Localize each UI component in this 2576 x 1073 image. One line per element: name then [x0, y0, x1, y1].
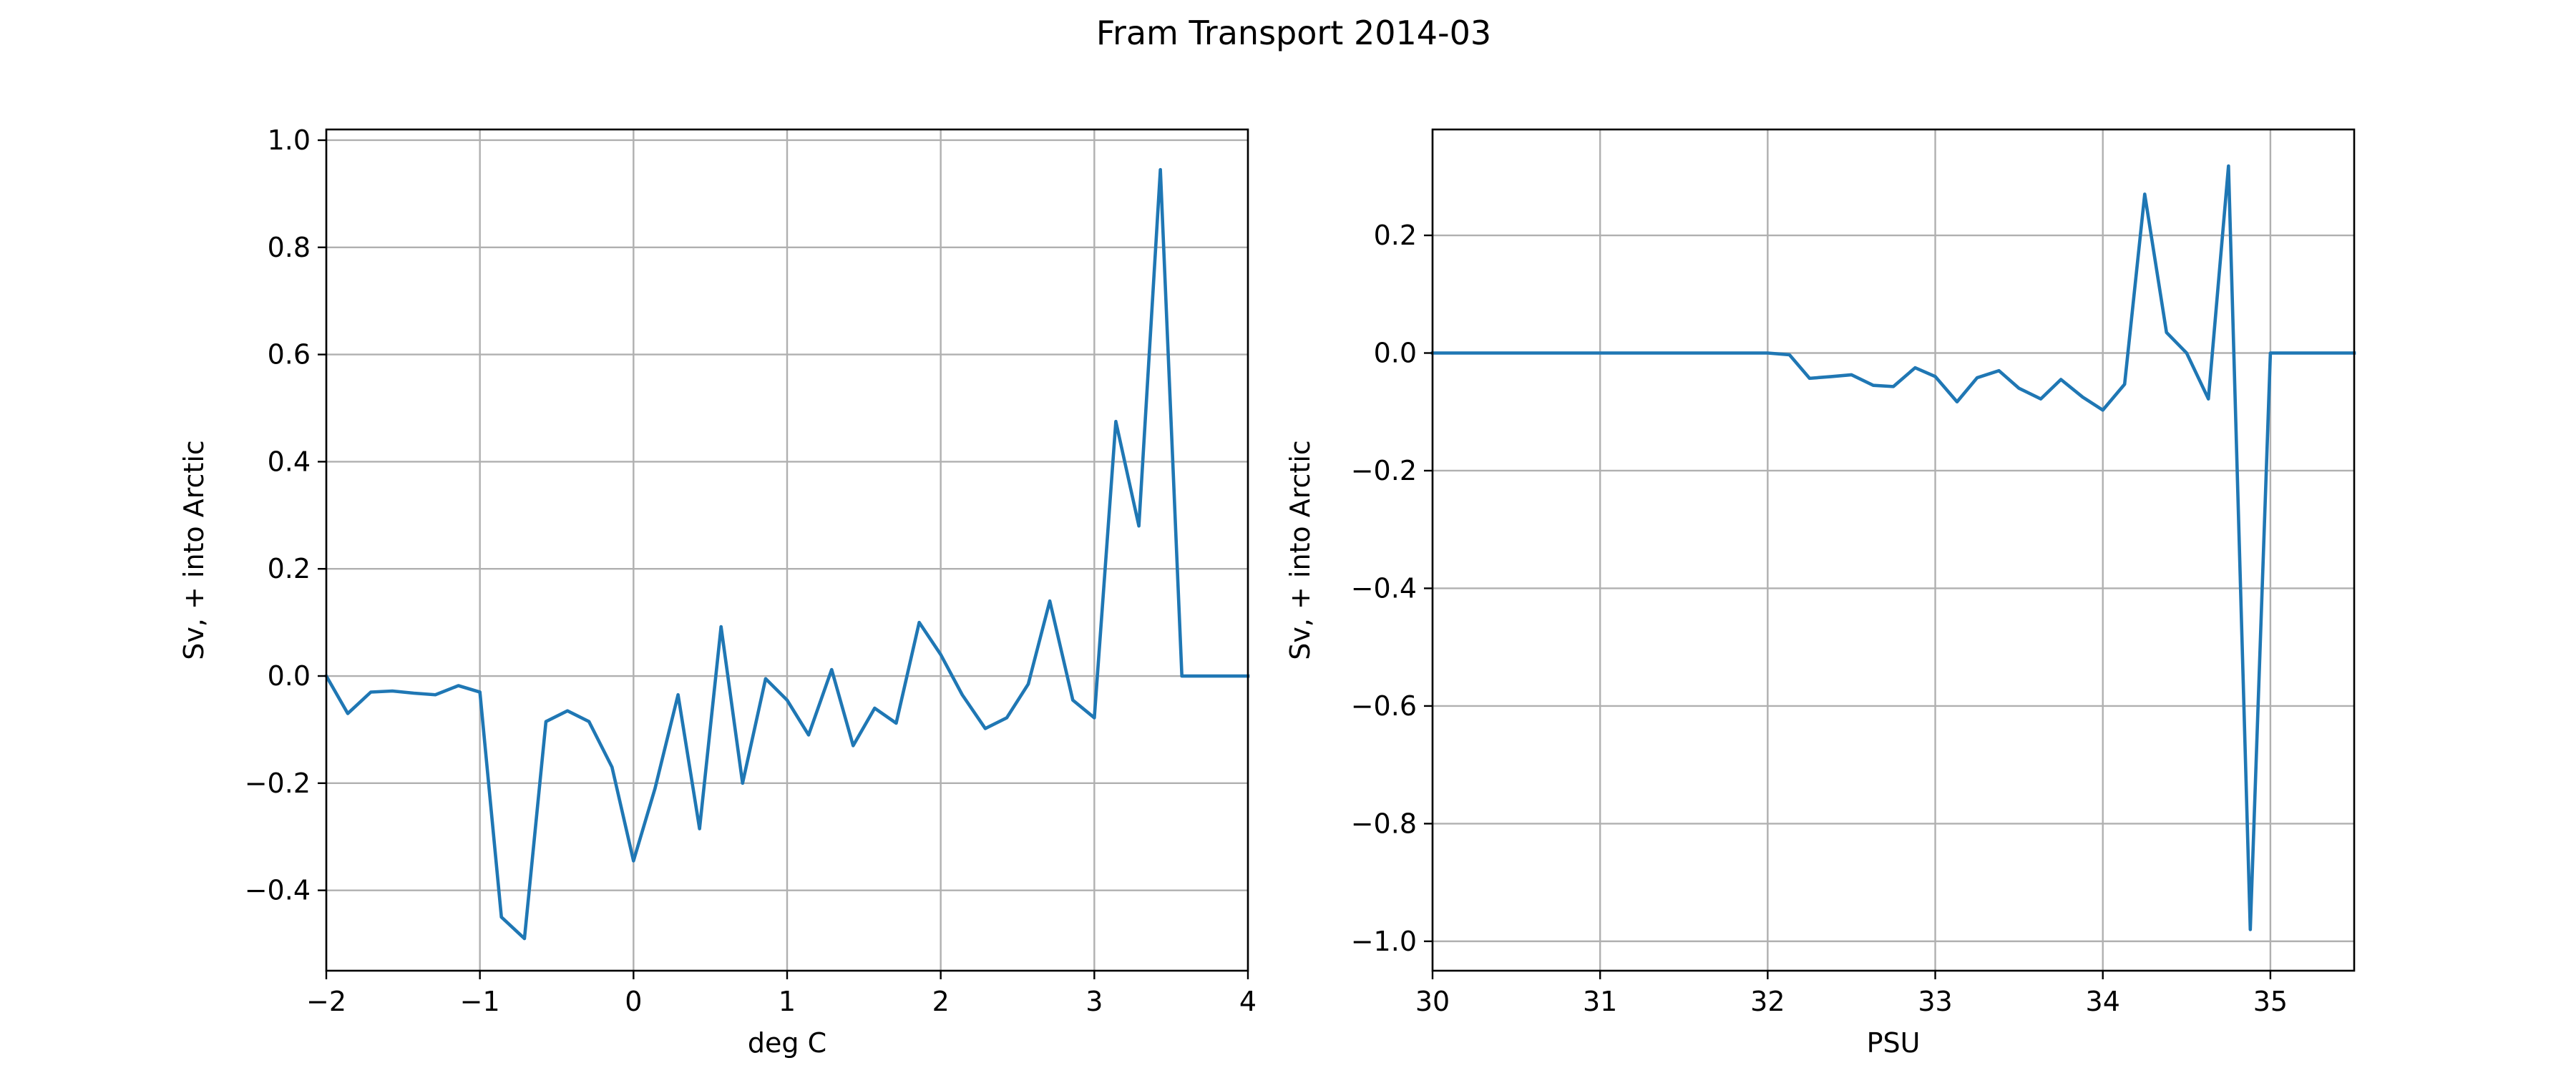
y-axis-label: Sv, + into Arctic: [1284, 440, 1316, 660]
x-tick-label: 1: [779, 986, 796, 1017]
y-tick-label: −0.4: [1351, 572, 1417, 604]
y-tick-label: 0.0: [1374, 338, 1417, 369]
x-tick-label: 32: [1750, 986, 1785, 1017]
x-tick-label: 34: [2086, 986, 2120, 1017]
y-tick-label: −0.2: [1351, 455, 1417, 486]
x-axis-label: PSU: [1867, 1027, 1921, 1059]
y-axis-label: Sv, + into Arctic: [178, 440, 210, 660]
y-tick-label: 0.2: [268, 553, 311, 584]
figure-title: Fram Transport 2014-03: [1096, 14, 1491, 52]
y-tick-label: −1.0: [1351, 926, 1417, 957]
y-tick-label: 0.4: [268, 446, 311, 477]
x-tick-label: −2: [306, 986, 346, 1017]
temperature-transport-panel: −2 −1 0 1 2 3 4 −0.4 −0.2 0.0 0.2 0.4 0.6 0.8 1.0 deg C…: [178, 124, 1257, 1059]
y-tick-label: −0.8: [1351, 808, 1417, 839]
x-tick-label: 33: [1918, 986, 1952, 1017]
y-tick-label: 1.0: [268, 124, 311, 156]
x-tick-label: 0: [625, 986, 642, 1017]
series-line: [323, 167, 1250, 941]
x-tick-label: 31: [1583, 986, 1617, 1017]
x-axis-label: deg C: [748, 1027, 826, 1059]
x-tick-label: 2: [932, 986, 950, 1017]
y-tick-label: −0.4: [245, 875, 311, 906]
y-tick-label: 0.0: [268, 660, 311, 692]
series-line: [1430, 164, 2356, 931]
y-tick-label: 0.2: [1374, 220, 1417, 251]
x-tick-label: 3: [1085, 986, 1103, 1017]
axes-frame: [1431, 128, 2356, 972]
x-tick-label: 4: [1239, 986, 1257, 1017]
y-tick-label: 0.8: [268, 232, 311, 263]
salinity-transport-panel: 30 31 32 33 34 35 −1.0 −0.8 −0.6 −0.4 −0.2 0.0 0.2 PS…: [1284, 128, 2356, 1059]
x-tick-label: 30: [1415, 986, 1450, 1017]
x-tick-label: 35: [2253, 986, 2288, 1017]
x-tick-label: −1: [460, 986, 500, 1017]
y-tick-label: −0.6: [1351, 690, 1417, 722]
y-tick-label: 0.6: [268, 339, 311, 371]
y-tick-label: −0.2: [245, 768, 311, 799]
